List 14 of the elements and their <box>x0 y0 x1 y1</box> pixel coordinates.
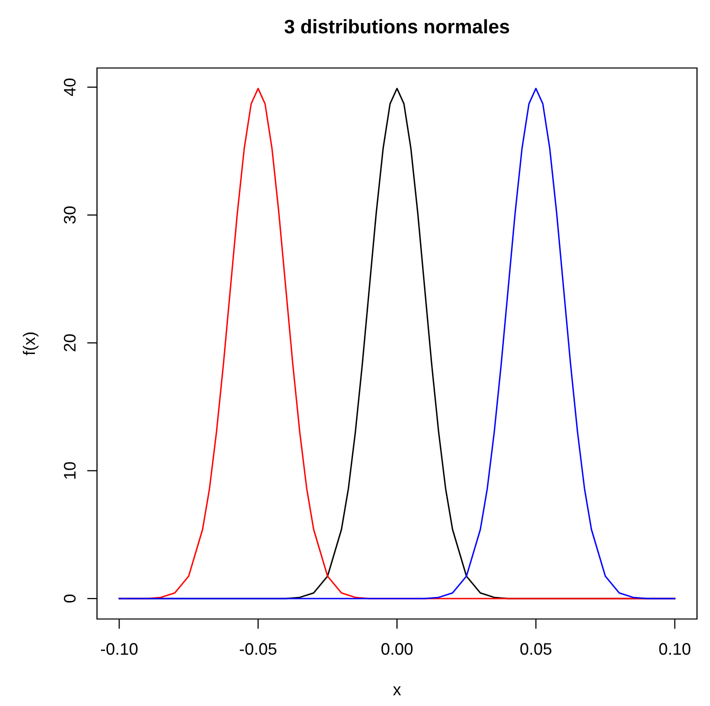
x-tick-label: -0.10 <box>100 643 138 655</box>
y-tick-label: 0 <box>64 594 76 603</box>
y-axis-title: f(x) <box>22 332 38 356</box>
x-tick-label: 0.10 <box>659 643 690 655</box>
y-tick-label: 30 <box>64 206 76 224</box>
line-series <box>118 88 676 600</box>
x-tick-label: -0.05 <box>240 643 276 655</box>
y-tick-label: 20 <box>64 334 76 352</box>
y-tick-label: 40 <box>64 78 76 96</box>
x-tick-label: 0.05 <box>520 643 552 655</box>
x-axis-title: x <box>393 686 401 696</box>
y-tick-label: 10 <box>64 462 76 479</box>
x-tick-label: 0.00 <box>381 643 413 655</box>
chart-title: 3 distributions normales <box>284 19 510 34</box>
